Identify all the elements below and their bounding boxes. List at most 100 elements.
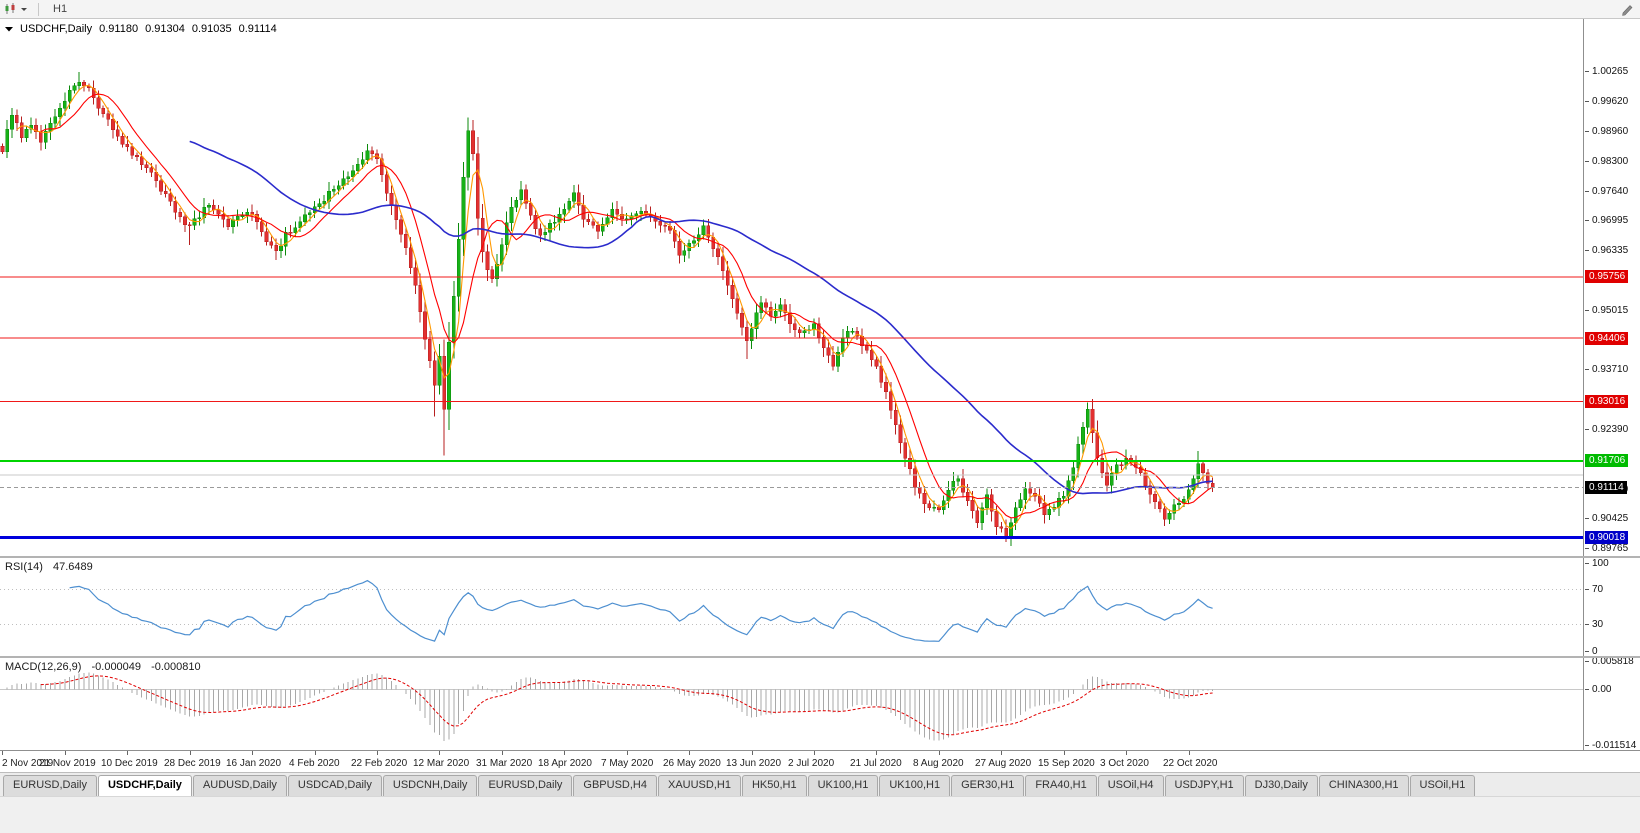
bid-price-label: 0.91114: [1585, 481, 1627, 494]
timeframe-h1[interactable]: H1: [53, 2, 68, 15]
window-background: [0, 796, 1640, 833]
chart-tab-eurusd-daily[interactable]: EURUSD,Daily: [3, 775, 97, 796]
toolbar: M1M5M15M30H1H4D1W1MN: [0, 0, 1640, 83]
time-tick: [1001, 751, 1002, 755]
ohlc-low: 0.91035: [191, 23, 232, 35]
chart-icon: [5, 3, 15, 14]
date-label: 3 Oct 2020: [1100, 758, 1149, 769]
time-tick: [252, 751, 253, 755]
macd-scale-tick: 0.005818: [1584, 656, 1634, 667]
date-label: 21 Jul 2020: [850, 758, 902, 769]
price-tick: 0.89765: [1584, 543, 1628, 554]
date-label: 16 Jan 2020: [226, 758, 282, 769]
price-tick: 0.98300: [1584, 156, 1628, 167]
date-label: 28 Dec 2019: [164, 758, 221, 769]
date-label: 4 Feb 2020: [289, 758, 340, 769]
date-label: 18 Apr 2020: [538, 758, 592, 769]
chart-tab-fra40-h1[interactable]: FRA40,H1: [1025, 775, 1097, 796]
pencil-button[interactable]: [1620, 2, 1634, 21]
chart-tab-gbpusd-h4[interactable]: GBPUSD,H4: [573, 775, 657, 796]
chart-tab-usdjpy-h1[interactable]: USDJPY,H1: [1164, 775, 1244, 796]
rsi-scale-tick: 0: [1584, 646, 1598, 657]
chart-tab-dj30-daily[interactable]: DJ30,Daily: [1244, 775, 1318, 796]
ma-line-sma40: [189, 140, 1213, 495]
rsi-line: [69, 579, 1213, 642]
chart-tab-usdcad-daily[interactable]: USDCAD,Daily: [287, 775, 382, 796]
support-line-blue-label: 0.90018: [1585, 531, 1629, 544]
panel-splitter-rsi[interactable]: [0, 556, 1640, 558]
ohlc-high: 0.91304: [145, 23, 185, 35]
chart-tab-hk50-h1[interactable]: HK50,H1: [741, 775, 807, 796]
time-tick: [377, 751, 378, 755]
time-tick: [439, 751, 440, 755]
price-tick: 0.93710: [1584, 364, 1628, 375]
chart-tab-audusd-daily[interactable]: AUDUSD,Daily: [192, 775, 287, 796]
time-tick: [689, 751, 690, 755]
macd-scale-tick: 0.00: [1584, 684, 1611, 695]
chart-tab-ger30-h1[interactable]: GER30,H1: [951, 775, 1025, 796]
chart-tabs: EURUSD,Daily USDCHF,Daily AUDUSD,Daily USDC…: [0, 772, 1640, 796]
price-tick: 0.95015: [1584, 305, 1628, 316]
rsi-scale-tick: 100: [1584, 558, 1609, 569]
date-label: 2 Jul 2020: [788, 758, 835, 769]
ma-line-sma9: [40, 93, 1213, 519]
chart-tab-usdcnh-daily[interactable]: USDCNH,Daily: [382, 775, 478, 796]
chart-window: USDCHF,Daily 0.91180 0.91304 0.91035 0.9…: [0, 19, 1640, 751]
resistance-line-3-label: 0.93016: [1585, 395, 1629, 408]
macd-value-signal: -0.000810: [151, 661, 201, 673]
chart-tab-usdchf-daily[interactable]: USDCHF,Daily: [97, 775, 192, 796]
chart-tab-uk100-h1[interactable]: UK100,H1: [879, 775, 951, 796]
chart-menu-button[interactable]: [0, 0, 32, 18]
pencil-icon: [1622, 5, 1633, 16]
rsi-value: 47.6489: [52, 561, 93, 573]
date-label: 12 Mar 2020: [413, 758, 470, 769]
panel-splitter-macd[interactable]: [0, 656, 1640, 658]
price-tick: 0.99620: [1584, 96, 1628, 107]
date-label: 21 Nov 2019: [39, 758, 96, 769]
date-label: 22 Oct 2020: [1163, 758, 1218, 769]
date-label: 31 Mar 2020: [476, 758, 533, 769]
date-label: 15 Sep 2020: [1038, 758, 1095, 769]
chart-tab-china300-h1[interactable]: CHINA300,H1: [1318, 775, 1409, 796]
chart-tab-eurusd-daily[interactable]: EURUSD,Daily: [478, 775, 573, 796]
price-tick: 0.97640: [1584, 186, 1628, 197]
chart-tab-usoil-h1[interactable]: USOil,H1: [1409, 775, 1476, 796]
chart-tab-usoil-h4[interactable]: USOil,H4: [1097, 775, 1164, 796]
time-tick: [627, 751, 628, 755]
support-line-green-label: 0.91706: [1585, 454, 1629, 467]
chart-tab-uk100-h1[interactable]: UK100,H1: [807, 775, 879, 796]
time-tick: [1064, 751, 1065, 755]
dropdown-caret-icon: [21, 8, 27, 11]
price-tick: 0.96995: [1584, 215, 1628, 226]
rsi-panel[interactable]: RSI(14) 47.6489: [0, 558, 1583, 656]
time-tick: [814, 751, 815, 755]
time-tick: [190, 751, 191, 755]
chart-tab-xauusd-h1[interactable]: XAUUSD,H1: [657, 775, 741, 796]
rsi-scale-tick: 30: [1584, 619, 1603, 630]
time-tick: [2, 751, 3, 755]
macd-name: MACD(12,26,9): [5, 661, 82, 673]
macd-plot: [0, 672, 1583, 742]
time-tick: [1189, 751, 1190, 755]
price-tick: 0.92390: [1584, 424, 1628, 435]
price-tick: 0.96335: [1584, 245, 1628, 256]
ohlc-open: 0.91180: [99, 23, 139, 35]
title-dropdown-icon[interactable]: [5, 26, 13, 32]
time-tick: [939, 751, 940, 755]
rsi-plot: [0, 579, 1583, 642]
price-scale[interactable]: 1.00265 0.99620 0.98960 0.98300 0.97640 0.969…: [1583, 19, 1640, 751]
ma-line-sma4: [16, 84, 1213, 530]
date-label: 26 May 2020: [663, 758, 721, 769]
time-tick: [1126, 751, 1127, 755]
time-tick: [564, 751, 565, 755]
resistance-line-1-label: 0.95756: [1585, 270, 1629, 283]
date-label: 7 May 2020: [601, 758, 654, 769]
rsi-scale-tick: 70: [1584, 584, 1603, 595]
ohlc-close: 0.91114: [238, 23, 277, 35]
date-label: 8 Aug 2020: [913, 758, 964, 769]
time-scale[interactable]: 2 Nov 2019 21 Nov 2019 10 Dec 2019 28 Dec 2…: [0, 750, 1640, 772]
price-tick: 0.90425: [1584, 513, 1628, 524]
resistance-line-2-label: 0.94406: [1585, 332, 1629, 345]
main-chart-panel[interactable]: USDCHF,Daily 0.91180 0.91304 0.91035 0.9…: [0, 19, 1583, 556]
macd-panel[interactable]: MACD(12,26,9) -0.000049 -0.000810: [0, 658, 1583, 750]
